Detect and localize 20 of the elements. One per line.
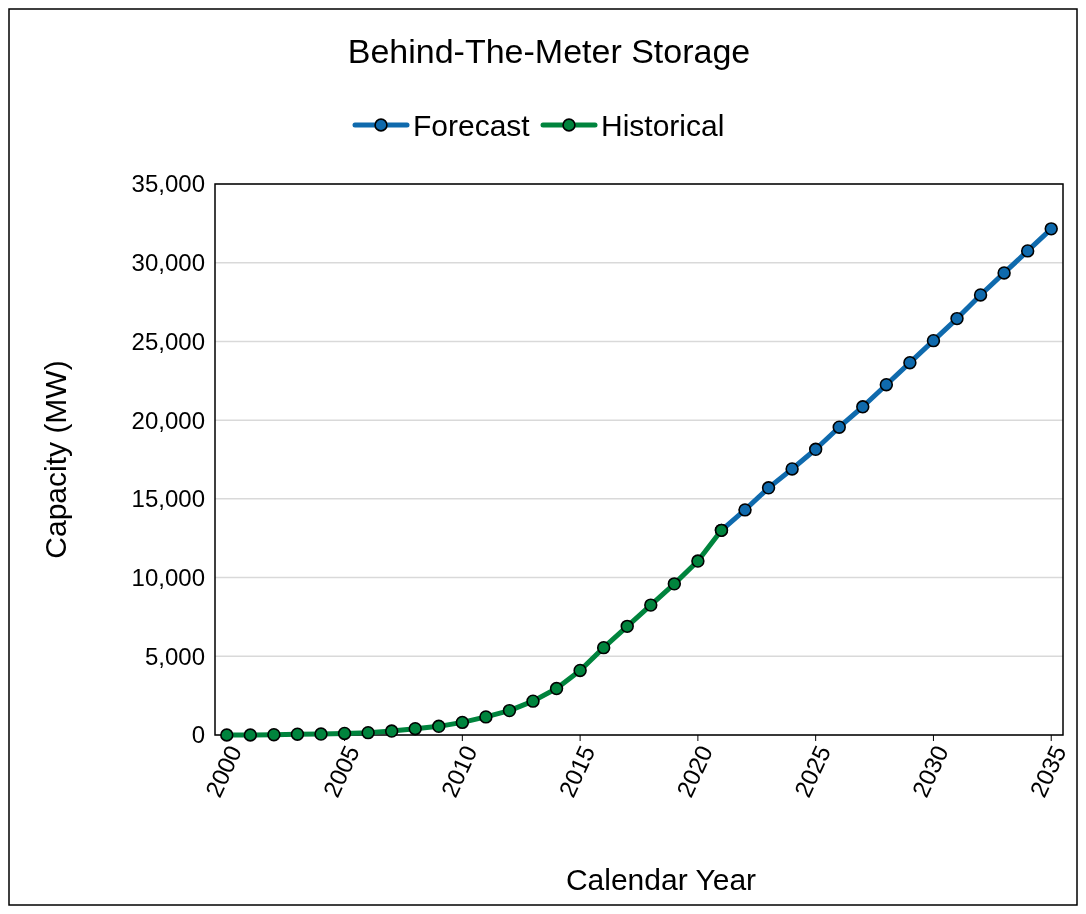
y-tick-label: 10,000 [131,563,205,591]
y-tick-label: 30,000 [131,249,205,277]
legend-label: Forecast [413,108,531,142]
x-tick-label: 2030 [906,741,954,802]
chart-title: Behind-The-Meter Storage [347,32,751,70]
x-tick-label: 2025 [788,741,836,802]
x-tick-label: 2010 [435,741,483,802]
x-tick-label: 2035 [1024,741,1072,802]
x-tick-label: 2015 [553,741,601,802]
y-tick-label: 5,000 [144,642,205,670]
y-axis-title: Capacity (MW) [39,360,72,559]
y-tick-label: 25,000 [131,327,205,355]
x-tick-label: 2020 [671,741,719,802]
x-tick-label: 2005 [317,741,365,802]
y-tick-label: 20,000 [131,406,205,434]
y-tick-label: 35,000 [131,170,205,198]
y-tick-label: 15,000 [131,485,205,513]
legend-label: Historical [601,108,725,142]
y-tick-label: 0 [191,721,205,749]
x-axis-title: Calendar Year [565,863,757,896]
